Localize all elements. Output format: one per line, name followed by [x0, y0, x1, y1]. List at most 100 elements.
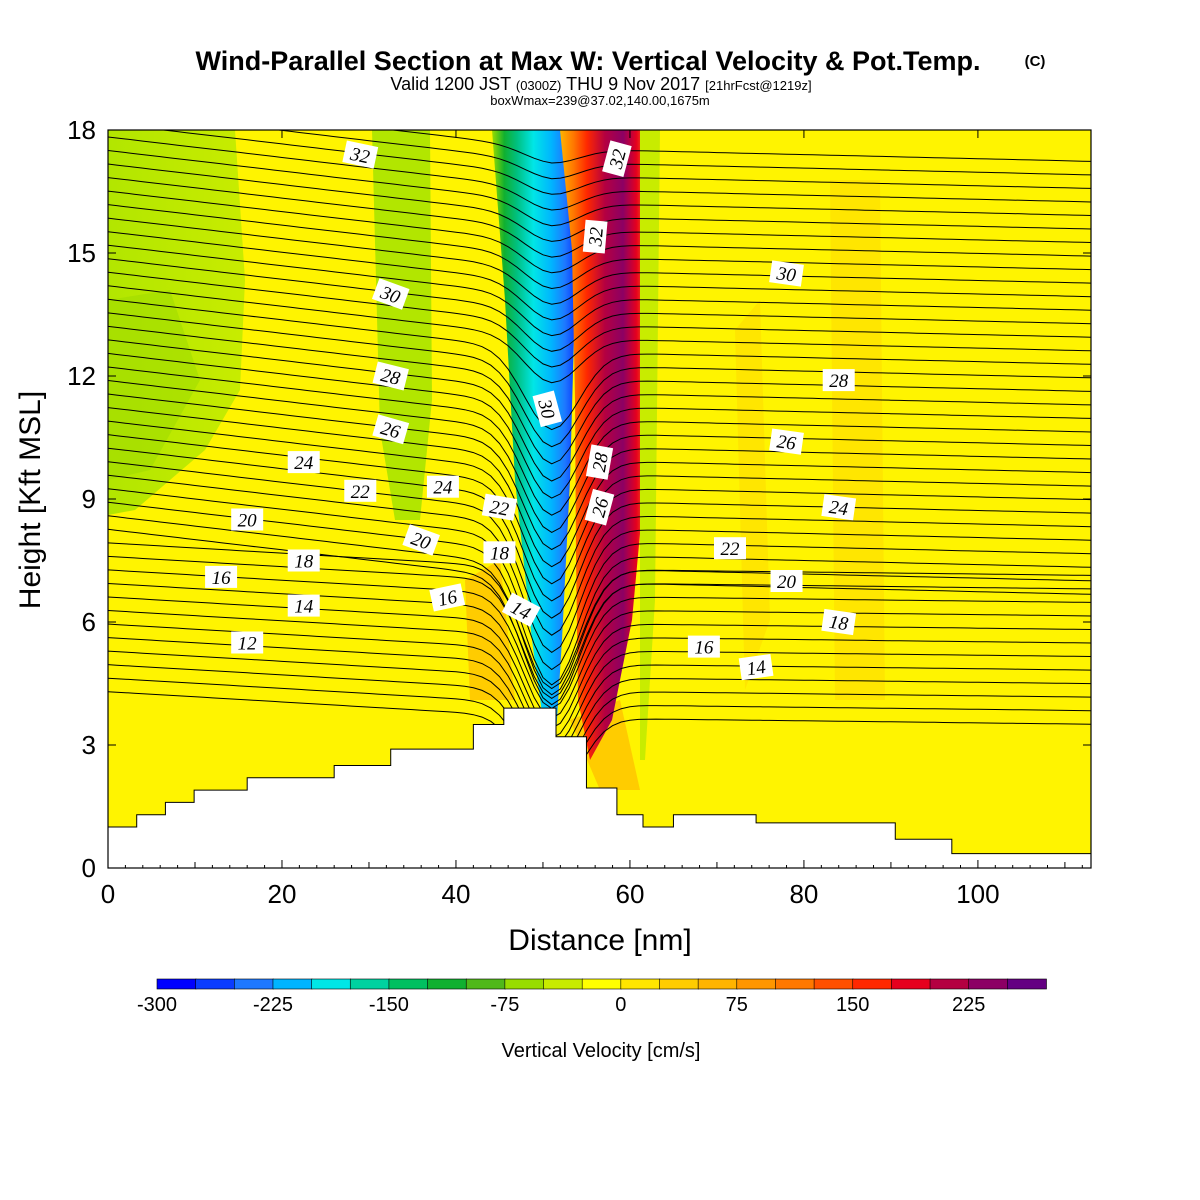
isotherm-line — [108, 352, 1091, 499]
isotherm-line — [108, 339, 1091, 482]
label-box — [402, 524, 440, 556]
isotherm-label: 26 — [769, 428, 804, 455]
isotherm-label: 22 — [344, 479, 377, 503]
isotherm-label: 14 — [501, 592, 541, 627]
subtitle-valid: Valid 1200 JST — [390, 74, 511, 94]
isotherm-line — [108, 623, 1091, 749]
isotherm-line — [108, 285, 1091, 384]
isotherm-label-text: 28 — [589, 451, 613, 474]
isotherm-label-text: 22 — [351, 482, 371, 503]
isotherm-line — [108, 583, 1091, 719]
colorbar-swatch — [697, 978, 738, 990]
isotherm-line — [108, 610, 1091, 739]
isotherm-label: 32 — [602, 140, 632, 178]
isotherm-label-text: 28 — [829, 371, 849, 392]
label-box — [287, 594, 320, 617]
isotherm-label: 18 — [483, 541, 516, 564]
isotherm-label-text: 16 — [436, 587, 459, 612]
colorbar-swatch — [891, 978, 931, 990]
colorbar-swatch — [195, 978, 236, 990]
isotherm-label: 20 — [402, 524, 440, 556]
isotherm-label: 16 — [429, 583, 466, 612]
isotherm-line — [108, 542, 1091, 690]
isotherm-label-text: 18 — [490, 543, 510, 564]
label-box — [205, 565, 238, 588]
isotherm-label-text: 20 — [777, 572, 797, 593]
subtitle-utc: (0300Z) — [516, 78, 562, 93]
label-box — [344, 479, 377, 502]
field-left-negative-2 — [108, 290, 200, 480]
colorbar-tick-label: -75 — [490, 994, 519, 1016]
label-box — [769, 428, 804, 455]
colorbar-tick-label: 150 — [836, 994, 869, 1016]
chart-subtitle-box: boxWmax=239@37.02,140.00,1675m — [490, 93, 710, 108]
isotherm-label: 28 — [822, 369, 855, 392]
label-box — [585, 444, 614, 480]
x-tick-label: 60 — [615, 879, 644, 909]
isotherm-label-text: 26 — [775, 431, 797, 455]
colorbar-label: Vertical Velocity [cm/s] — [502, 1040, 701, 1062]
isotherm-line — [108, 258, 1091, 352]
isotherm-label: 24 — [426, 475, 459, 499]
y-tick-label: 15 — [67, 238, 96, 268]
label-box — [584, 488, 615, 526]
isotherm-line — [108, 150, 1091, 227]
label-box — [602, 140, 632, 178]
isotherm-line — [274, 130, 1091, 180]
colorbar-swatch — [581, 978, 622, 990]
field-downdraft-core — [492, 130, 575, 735]
isotherm-label-text: 20 — [238, 511, 258, 532]
subtitle-date: THU 9 Nov 2017 — [566, 74, 700, 94]
label-box — [231, 631, 264, 654]
terrain-mask — [108, 707, 1091, 868]
isotherm-label: 24 — [287, 451, 320, 474]
colorbar-swatch — [736, 978, 777, 990]
colorbar-swatch — [620, 978, 661, 990]
isotherm-label: 22 — [481, 493, 518, 521]
isotherm-label: 24 — [821, 494, 857, 521]
isotherm-label: 16 — [687, 635, 720, 659]
label-box — [231, 508, 264, 531]
isotherm-line — [159, 130, 1091, 195]
x-axis: 0 20 40 60 80 100 — [101, 130, 1083, 909]
field-green-right — [640, 130, 660, 760]
colorbar-swatch — [813, 978, 854, 990]
isotherm-label: 26 — [372, 414, 410, 445]
isotherm-label: 32 — [342, 140, 379, 169]
colorbar-swatch — [852, 978, 893, 990]
isotherm-line — [108, 691, 1091, 799]
isotherm-line — [108, 515, 1091, 696]
isotherm-label: 30 — [532, 390, 563, 428]
isotherm-label-text: 22 — [720, 539, 740, 560]
isotherm-label: 22 — [713, 537, 746, 560]
isotherm-label-text: 18 — [294, 552, 314, 573]
colorbar: -300 -225 -150 -75 0 75 150 225 — [137, 978, 1047, 1016]
isotherm-line — [108, 501, 1091, 686]
label-box — [822, 369, 855, 392]
label-box — [426, 475, 459, 498]
colorbar-tick-label: 0 — [615, 994, 626, 1016]
colorbar-swatch — [659, 978, 699, 990]
label-box — [372, 361, 409, 391]
isotherm-label-text: 16 — [694, 638, 714, 659]
isotherm-line — [108, 555, 1091, 700]
isotherm-line — [108, 217, 1091, 305]
isotherm-line — [108, 204, 1091, 290]
isotherm-label: 20 — [231, 508, 264, 532]
label-box — [501, 592, 541, 627]
field-updraft-core — [560, 130, 650, 760]
chart-title: Wind-Parallel Section at Max W: Vertical… — [196, 46, 981, 76]
y-axis-label: Height [Kft MSL] — [14, 391, 47, 609]
isotherm-label: 14 — [738, 653, 774, 680]
isotherm-label-text: 24 — [433, 478, 453, 499]
colorbar-tick-label: -225 — [253, 994, 293, 1016]
label-box — [483, 541, 516, 564]
subtitle-forecast: [21hrFcst@1219z] — [705, 78, 811, 93]
colorbar-swatch — [929, 978, 970, 990]
isotherm-line — [108, 271, 1091, 368]
isotherm-label-text: 32 — [585, 226, 608, 248]
chart-subtitle: Valid 1200 JST (0300Z) THU 9 Nov 2017 [2… — [390, 74, 811, 94]
x-tick-label: 40 — [442, 879, 471, 909]
isotherm-label-text: 24 — [828, 497, 850, 521]
y-tick-label: 9 — [82, 484, 96, 514]
